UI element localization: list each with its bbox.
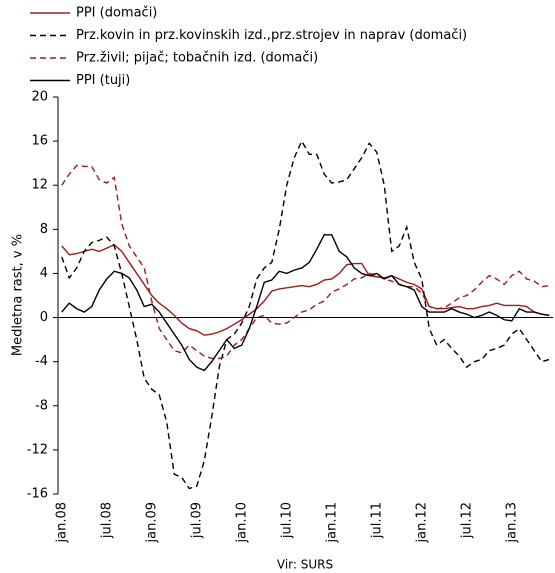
series-line: [61, 139, 550, 490]
y-tick-label: -12: [27, 442, 48, 457]
x-tick-label: jan.09: [144, 502, 159, 544]
y-tick-label: 20: [31, 90, 48, 105]
x-tick-label: jan.10: [234, 502, 249, 544]
x-tick-label: jul.11: [369, 502, 384, 539]
y-tick-label: 0: [40, 310, 48, 325]
x-tick-label: jul.09: [189, 502, 204, 539]
series-line: [61, 234, 550, 372]
y-tick-label: -8: [35, 398, 48, 413]
y-tick-label: -16: [27, 487, 48, 502]
y-tick-label: 16: [31, 134, 48, 149]
y-tick-label: 8: [40, 222, 48, 237]
x-tick-label: jul.12: [459, 502, 474, 539]
y-tick-label: 4: [40, 266, 48, 281]
series-line: [61, 243, 550, 336]
legend-label: Prz.živil; pijač; tobačnih izd. (domači): [76, 51, 318, 66]
x-tick-label: jul.10: [279, 502, 294, 539]
legend-label: PPI (domači): [76, 6, 157, 21]
y-tick-label: 12: [31, 178, 48, 193]
x-tick-label: jan.12: [414, 502, 429, 544]
x-axis-label: Vir: SURS: [277, 558, 333, 572]
series-line: [61, 164, 550, 360]
x-tick-label: jan.08: [54, 502, 69, 544]
y-tick-label: -4: [35, 354, 48, 369]
y-axis-label: Medletna rast, v %: [11, 234, 26, 356]
x-tick-label: jan.13: [504, 502, 519, 544]
legend-label: PPI (tuji): [76, 73, 130, 88]
x-tick-label: jan.11: [324, 502, 339, 544]
legend-label: Prz.kovin in prz.kovinskih izd.,prz.stro…: [76, 28, 467, 43]
x-tick-label: jul.08: [99, 502, 114, 539]
